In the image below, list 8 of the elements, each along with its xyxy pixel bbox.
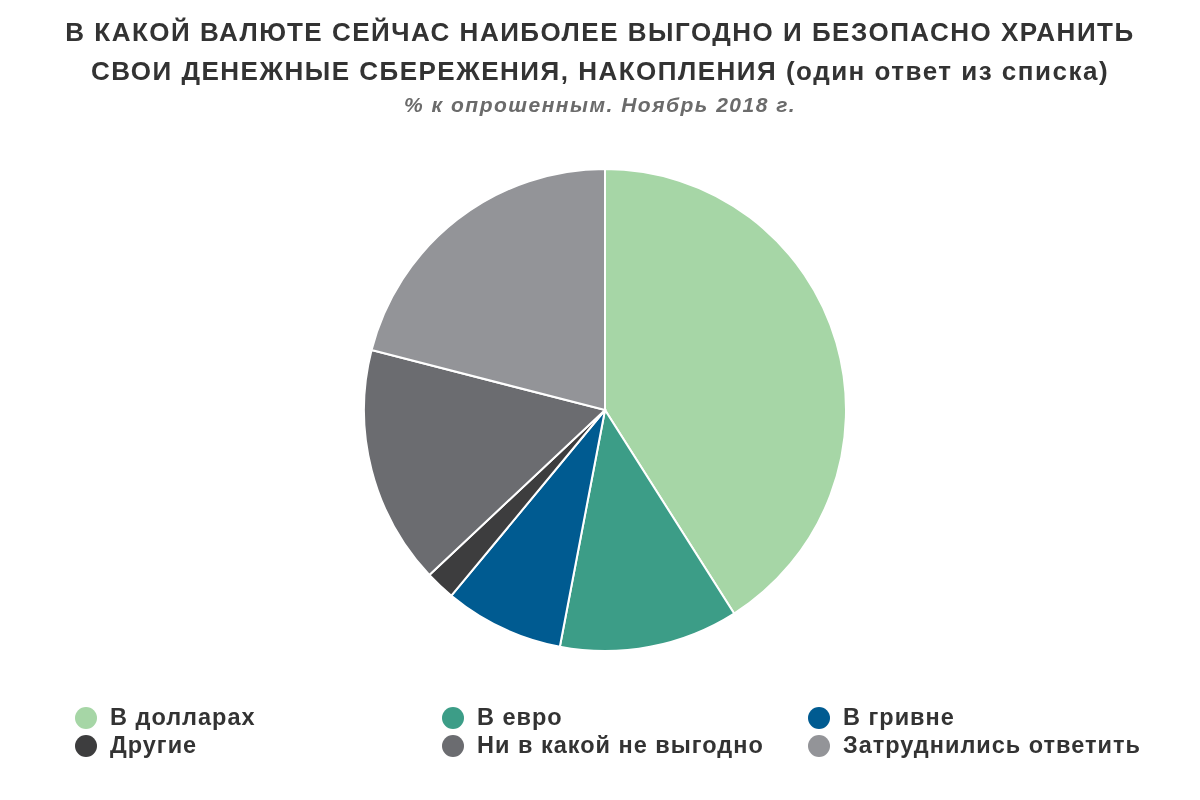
legend-label: Затруднились ответить [843, 732, 1141, 759]
legend-label: Другие [110, 732, 198, 759]
chart-subtitle: % к опрошенным. Ноябрь 2018 г. [404, 93, 796, 116]
legend-label: Ни в какой не выгодно [477, 732, 764, 759]
legend-label: В евро [477, 704, 563, 731]
legend-label: В долларах [110, 704, 256, 731]
legend-label: В гривне [843, 704, 955, 731]
chart-title: В КАКОЙ ВАЛЮТЕ СЕЙЧАС НАИБОЛЕЕ ВЫГОДНО И БЕЗОПАСНО ХРАНИТЬ СВОИ ДЕНЕЖНЫЕ СБЕРЕЖЕНИЯ, НАКОПЛЕНИЯ (один ответ из списка) [65, 17, 1135, 86]
